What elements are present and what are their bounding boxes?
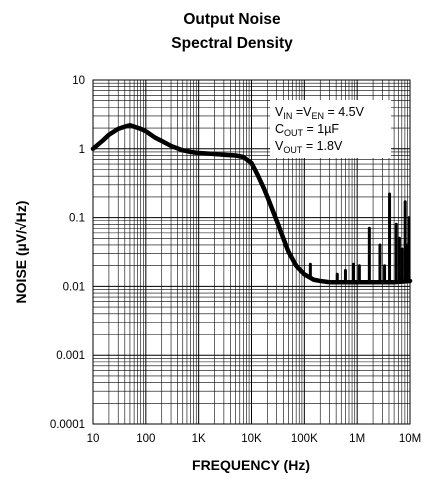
- y-axis-label: NOISE (µV/√Hz): [13, 201, 29, 304]
- plot-grid: [92, 80, 410, 425]
- x-tick-label: 10M: [399, 433, 421, 445]
- annotation-line2: COUT = 1µF: [275, 122, 339, 138]
- x-tick-label: 1K: [192, 433, 206, 445]
- x-tick-label: 100K: [291, 433, 318, 445]
- x-tick-label: 10: [87, 433, 100, 445]
- y-tick-label: 0.01: [63, 281, 85, 293]
- y-tick-label: 0.0001: [50, 419, 85, 431]
- y-tick-labels: 10 1 0.1 0.01 0.001 0.0001: [50, 75, 85, 431]
- x-axis-label: FREQUENCY (Hz): [192, 457, 310, 473]
- chart-title-line2: Spectral Density: [171, 35, 293, 52]
- series-layer: [90, 122, 413, 285]
- x-tick-label: 1M: [349, 433, 365, 445]
- x-tick-label: 100: [136, 433, 155, 445]
- annotation-box-bg: [270, 100, 391, 158]
- chart-title-line1: Output Noise: [183, 11, 281, 28]
- y-tick-label: 10: [72, 75, 85, 87]
- y-tick-label: 1: [79, 144, 85, 156]
- annotation-line3: VOUT = 1.8V: [275, 139, 343, 155]
- x-tick-label: 10K: [241, 433, 262, 445]
- x-tick-labels: 10 100 1K 10K 100K 1M 10M: [87, 433, 422, 445]
- y-tick-label: 0.001: [56, 350, 85, 362]
- annotation-line1: VIN =VEN = 4.5V: [275, 105, 365, 121]
- y-tick-label: 0.1: [69, 213, 85, 225]
- noise-series-line: [90, 122, 413, 285]
